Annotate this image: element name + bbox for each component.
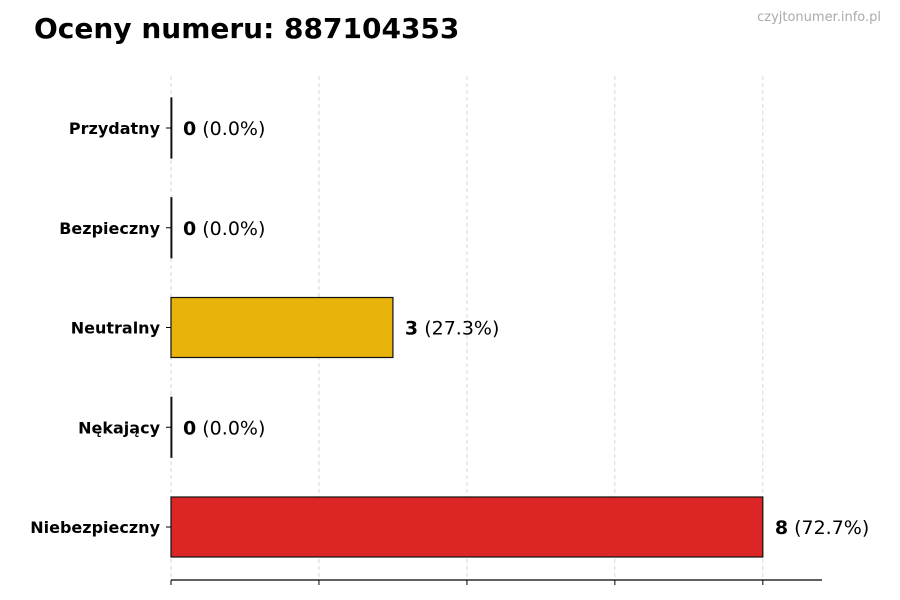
y-tick-label: Przydatny bbox=[69, 119, 161, 138]
data-label-percent: (72.7%) bbox=[788, 517, 869, 539]
data-label-value: 0 bbox=[183, 118, 196, 140]
data-label-percent: (0.0%) bbox=[196, 417, 265, 439]
data-label: 0 (0.0%) bbox=[183, 218, 265, 240]
data-label-percent: (0.0%) bbox=[196, 218, 265, 240]
data-label-value: 0 bbox=[183, 218, 196, 240]
data-label: 0 (0.0%) bbox=[183, 118, 265, 140]
data-label: 3 (27.3%) bbox=[405, 318, 499, 340]
y-tick-label: Bezpieczny bbox=[59, 219, 160, 238]
data-label-percent: (27.3%) bbox=[418, 318, 499, 340]
bar-niebezpieczny bbox=[170, 496, 764, 558]
data-label-value: 3 bbox=[405, 318, 418, 340]
data-label-percent: (0.0%) bbox=[196, 118, 265, 140]
data-label: 0 (0.0%) bbox=[183, 417, 265, 439]
data-label: 8 (72.7%) bbox=[775, 517, 869, 539]
bar-neutralny bbox=[170, 296, 394, 359]
watermark: czyjtonumer.info.pl bbox=[757, 10, 881, 25]
data-label-value: 8 bbox=[775, 517, 788, 539]
bar-przydatny bbox=[170, 97, 173, 159]
bar-nękający bbox=[170, 396, 173, 458]
chart-title: Oceny numeru: 887104353 bbox=[34, 12, 460, 45]
bar-bezpieczny bbox=[170, 197, 173, 259]
y-tick-label: Niebezpieczny bbox=[30, 518, 160, 537]
y-tick-label: Neutralny bbox=[71, 319, 161, 338]
data-label-value: 0 bbox=[183, 417, 196, 439]
y-tick-label: Nękający bbox=[78, 418, 160, 437]
